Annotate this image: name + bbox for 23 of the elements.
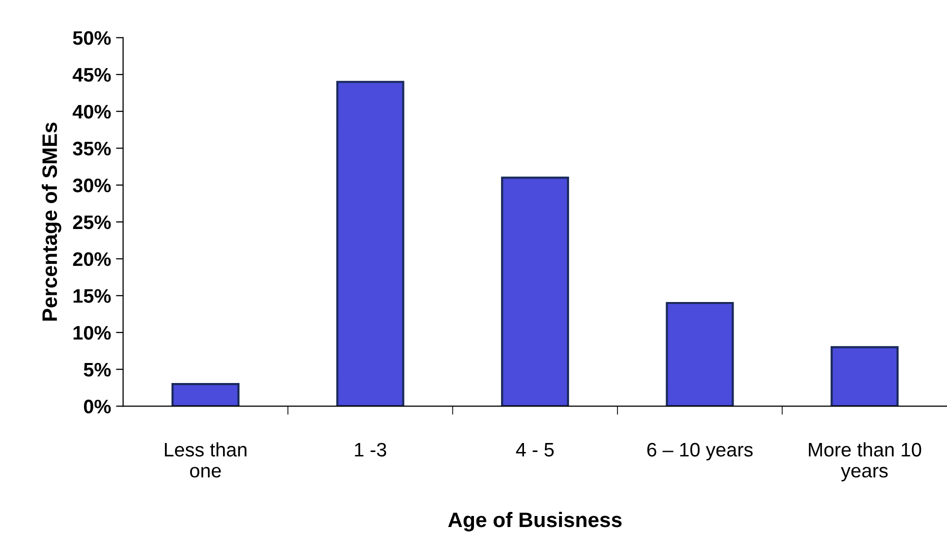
y-tick-label: 10%	[74, 326, 111, 340]
y-tick-label: 40%	[72, 104, 111, 119]
x-tick-label: 1 -3	[355, 442, 386, 457]
y-axis-title: Percentage of SMEs	[42, 122, 62, 321]
x-tick-label: More than 10 years	[808, 442, 922, 482]
y-tick-label: 25%	[73, 215, 111, 230]
bar	[336, 80, 404, 406]
y-tick-label: 15%	[74, 289, 111, 303]
x-axis-title: Age of Busisness	[448, 512, 622, 532]
y-tick-label: 50%	[72, 31, 111, 45]
y-tick-label: 45%	[72, 68, 111, 82]
x-tick-label: 6 – 10 years	[647, 442, 753, 460]
bar	[501, 176, 570, 406]
x-tick-label: 4 - 5	[516, 443, 554, 457]
y-tick-label: 0%	[84, 400, 111, 414]
y-tick-label: 35%	[72, 142, 111, 156]
bar	[666, 302, 734, 406]
y-tick-label: 30%	[72, 178, 111, 192]
bar	[172, 383, 240, 406]
x-tick-label: Less than one	[164, 442, 246, 478]
bar	[830, 346, 899, 406]
y-tick-label: 20%	[73, 252, 111, 266]
y-tick-label: 5%	[84, 362, 111, 377]
